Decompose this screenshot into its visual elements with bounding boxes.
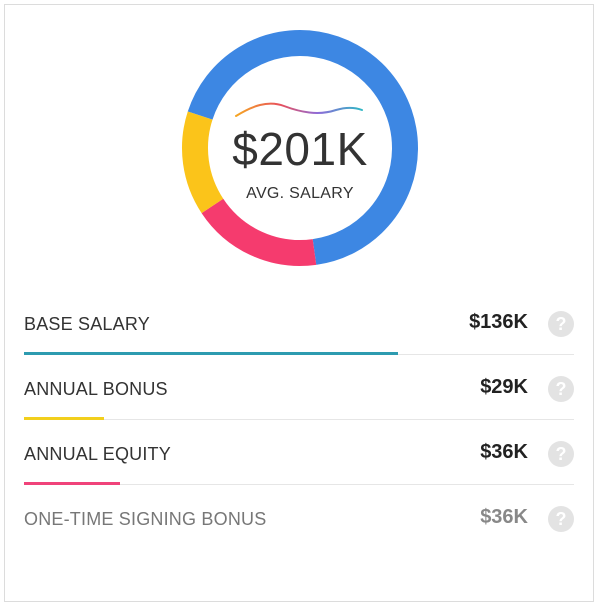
row-label: ANNUAL EQUITY [24,444,171,464]
row-label: ANNUAL BONUS [24,379,168,399]
row-value: $136K [469,311,528,333]
row-value: $36K [480,441,528,463]
annual-bonus-bar [24,417,104,420]
help-icon[interactable]: ? [548,311,574,337]
base-salary-bar [24,352,398,355]
row-value: $29K [480,376,528,398]
help-icon[interactable]: ? [548,376,574,402]
salary-distribution-wave-icon [235,102,363,117]
row-value: $36K [480,506,528,528]
row-label: BASE SALARY [24,314,150,334]
donut-segment-equity [201,198,317,266]
avg-salary-label: AVG. SALARY [246,185,354,202]
row-annual-bonus: ANNUAL BONUS $29K ? [24,355,574,420]
salary-breakdown-list: BASE SALARY $136K ? ANNUAL BONUS $29K ? … [24,290,574,549]
help-icon[interactable]: ? [548,506,574,532]
row-signing-bonus: ONE-TIME SIGNING BONUS $36K ? [24,485,574,549]
row-label: ONE-TIME SIGNING BONUS [24,509,267,529]
avg-salary-amount: $201K [232,123,368,175]
donut-svg [182,30,418,266]
donut-segment-base [187,30,418,265]
row-base-salary: BASE SALARY $136K ? [24,290,574,355]
annual-equity-bar [24,482,120,485]
row-annual-equity: ANNUAL EQUITY $36K ? [24,420,574,485]
donut-segment-bonus [182,111,224,214]
salary-card [4,4,594,602]
salary-donut-chart: $201K AVG. SALARY [0,0,600,290]
help-icon[interactable]: ? [548,441,574,467]
